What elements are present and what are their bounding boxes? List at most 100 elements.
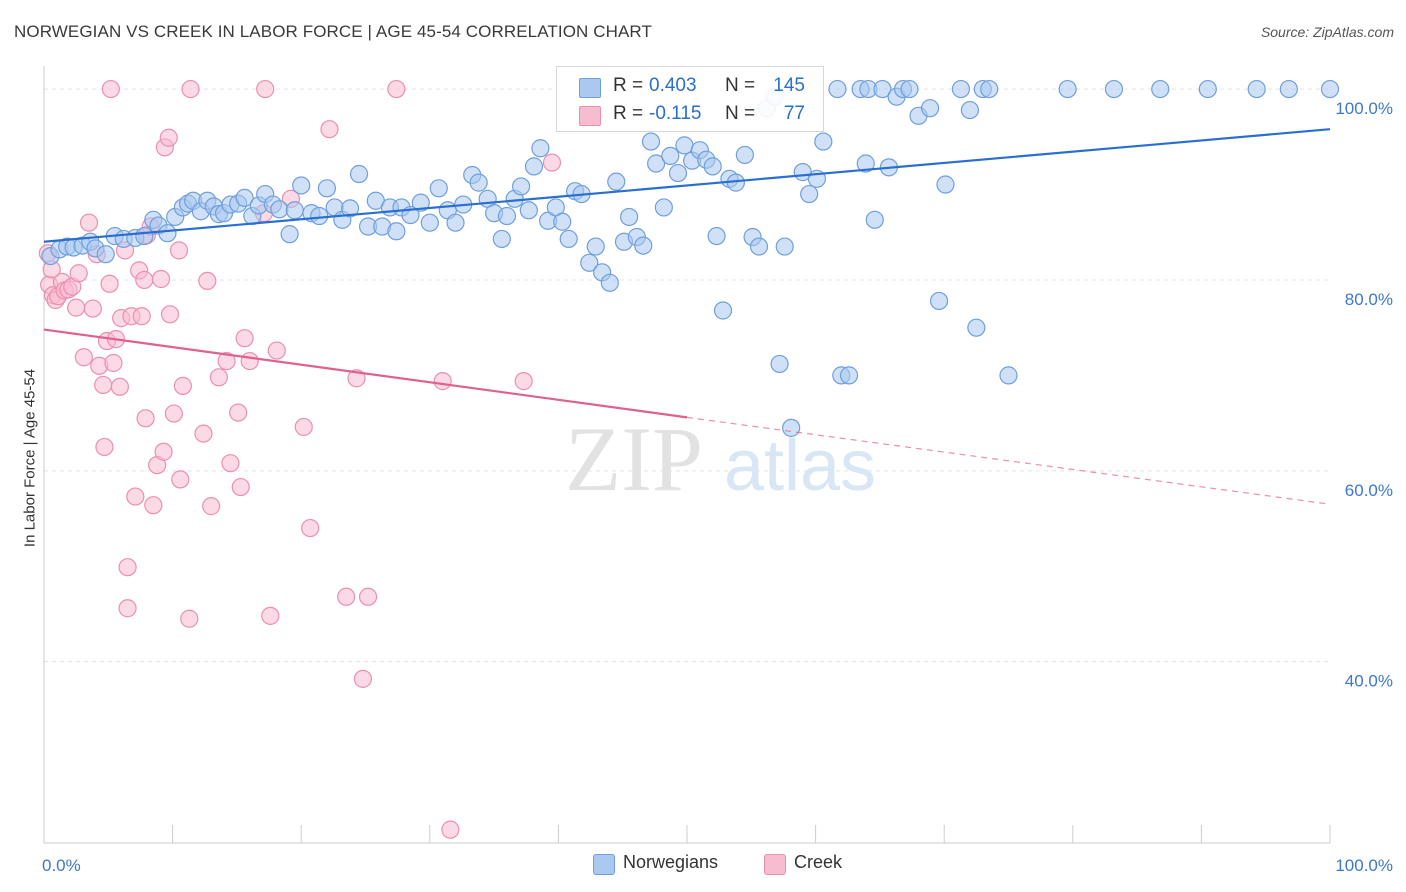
creek-point: [387, 79, 406, 99]
norwegian-point: [999, 366, 1018, 385]
stats-box: R = 0.403 N = 145 R = -0.115 N = 77: [556, 66, 824, 132]
creek-point: [209, 368, 228, 387]
legend: Norwegians Creek: [0, 852, 1406, 878]
creek-point: [358, 587, 378, 606]
creek-point: [337, 587, 356, 606]
norwegian-point: [553, 212, 572, 231]
creek-point: [118, 599, 137, 618]
creek-point: [104, 353, 123, 373]
stats-n-label: N =: [725, 103, 756, 124]
norwegian-point: [839, 366, 859, 385]
stats-n-value: 145: [773, 75, 805, 96]
norwegian-point: [580, 253, 599, 272]
norwegian-point: [703, 157, 722, 176]
creek-point: [231, 477, 250, 497]
watermark: ZIP atlas: [565, 408, 876, 510]
norwegian-point: [429, 179, 448, 198]
norwegian-point: [600, 273, 619, 292]
norwegian-point: [135, 226, 154, 246]
creek-point: [256, 79, 275, 99]
creek-point: [353, 669, 373, 688]
norwegian-point: [1279, 79, 1298, 99]
norwegian-point: [782, 418, 801, 437]
trend-lines: [43, 128, 1331, 505]
creek-point: [154, 442, 173, 461]
chart-title: NORWEGIAN VS CREEK IN LABOR FORCE | AGE …: [14, 22, 652, 41]
creek-trend-line: [43, 328, 688, 419]
creek-point: [151, 269, 171, 289]
creek-point: [173, 376, 192, 395]
stats-r-value: 0.403: [649, 75, 697, 96]
creek-point: [441, 820, 460, 839]
norwegian-point: [980, 79, 999, 99]
stats-n-value: 77: [783, 103, 805, 124]
creek-point: [101, 79, 120, 99]
norwegian-point: [735, 145, 754, 165]
norwegian-point: [531, 139, 550, 158]
stats-r-value: -0.115: [649, 103, 702, 124]
creek-point: [67, 298, 86, 317]
creek-point: [235, 329, 254, 348]
norwegian-point: [900, 79, 919, 99]
creek-point: [320, 120, 339, 139]
creek-point: [347, 369, 366, 388]
norwegian-point: [675, 136, 694, 155]
creek-point: [202, 497, 221, 516]
stats-row-norwegians: R = 0.403 N = 145: [557, 72, 823, 102]
creek-point: [198, 271, 217, 291]
creek-point: [69, 264, 88, 283]
norwegian-point: [158, 224, 177, 243]
norwegian-point: [519, 201, 538, 220]
norwegian-point: [647, 154, 666, 173]
creek-point: [181, 79, 200, 99]
source-credit: Source: ZipAtlas.com: [1260, 24, 1394, 40]
norwegian-point: [317, 179, 337, 198]
axes: [43, 66, 1331, 844]
norwegian-point: [654, 198, 673, 217]
creek-point: [79, 213, 99, 232]
norwegian-point: [828, 79, 847, 99]
legend-swatch-creek: [764, 854, 786, 875]
norwegian-point: [873, 79, 892, 99]
creek-point: [136, 409, 155, 428]
creek-point: [240, 351, 259, 371]
norwegian-trend-line: [43, 128, 1331, 243]
norwegian-point: [960, 100, 980, 120]
norwegian-point: [512, 177, 531, 196]
creek-points: [38, 79, 562, 839]
stats-swatch-creek: [579, 106, 601, 126]
y-tick-label: 60.0%: [1345, 481, 1393, 500]
creek-point: [110, 377, 129, 396]
norwegian-point: [936, 175, 955, 194]
norwegian-point: [340, 199, 360, 218]
norwegian-point: [586, 237, 605, 256]
norwegian-point: [967, 318, 986, 337]
norwegian-point: [411, 193, 430, 212]
creek-point: [180, 609, 199, 628]
norwegian-point: [1320, 79, 1340, 99]
norwegian-point: [292, 176, 311, 195]
norwegian-point: [1058, 79, 1077, 99]
creek-point: [144, 496, 163, 515]
creek-point: [74, 348, 93, 367]
norwegian-point: [707, 226, 726, 246]
norwegian-point: [814, 132, 833, 151]
norwegian-point: [920, 99, 940, 118]
norwegian-point: [1198, 79, 1217, 99]
legend-swatch-norwegians: [593, 854, 615, 875]
norwegian-point: [96, 245, 115, 264]
norwegian-point: [420, 213, 439, 232]
watermark-atlas: atlas: [724, 426, 876, 506]
norwegian-point: [559, 229, 578, 249]
norwegian-point: [775, 237, 794, 256]
creek-point: [514, 372, 533, 391]
norwegian-point: [641, 132, 661, 151]
norwegian-point: [349, 164, 369, 184]
norwegian-point: [280, 225, 299, 244]
norwegian-point: [951, 79, 971, 99]
norwegian-point: [620, 207, 639, 227]
norwegian-point: [661, 146, 680, 165]
norwegian-point: [668, 163, 688, 183]
norwegian-point: [749, 237, 769, 256]
stats-swatch-norwegians: [579, 78, 601, 98]
